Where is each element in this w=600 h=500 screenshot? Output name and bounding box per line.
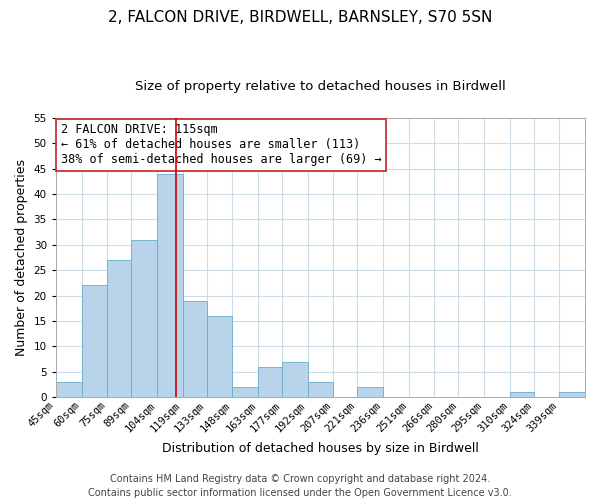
- Bar: [509, 392, 533, 398]
- Y-axis label: Number of detached properties: Number of detached properties: [15, 159, 28, 356]
- Bar: [308, 382, 333, 398]
- Bar: [282, 362, 308, 398]
- Bar: [258, 367, 282, 398]
- Bar: [82, 286, 107, 398]
- X-axis label: Distribution of detached houses by size in Birdwell: Distribution of detached houses by size …: [162, 442, 479, 455]
- Bar: [131, 240, 157, 398]
- Bar: [559, 392, 585, 398]
- Bar: [56, 382, 82, 398]
- Bar: [157, 174, 182, 398]
- Bar: [182, 300, 206, 398]
- Bar: [357, 387, 383, 398]
- Bar: [206, 316, 232, 398]
- Text: 2, FALCON DRIVE, BIRDWELL, BARNSLEY, S70 5SN: 2, FALCON DRIVE, BIRDWELL, BARNSLEY, S70…: [108, 10, 492, 25]
- Text: 2 FALCON DRIVE: 115sqm
← 61% of detached houses are smaller (113)
38% of semi-de: 2 FALCON DRIVE: 115sqm ← 61% of detached…: [61, 124, 382, 166]
- Title: Size of property relative to detached houses in Birdwell: Size of property relative to detached ho…: [135, 80, 506, 93]
- Bar: [232, 387, 258, 398]
- Text: Contains HM Land Registry data © Crown copyright and database right 2024.
Contai: Contains HM Land Registry data © Crown c…: [88, 474, 512, 498]
- Bar: [107, 260, 131, 398]
